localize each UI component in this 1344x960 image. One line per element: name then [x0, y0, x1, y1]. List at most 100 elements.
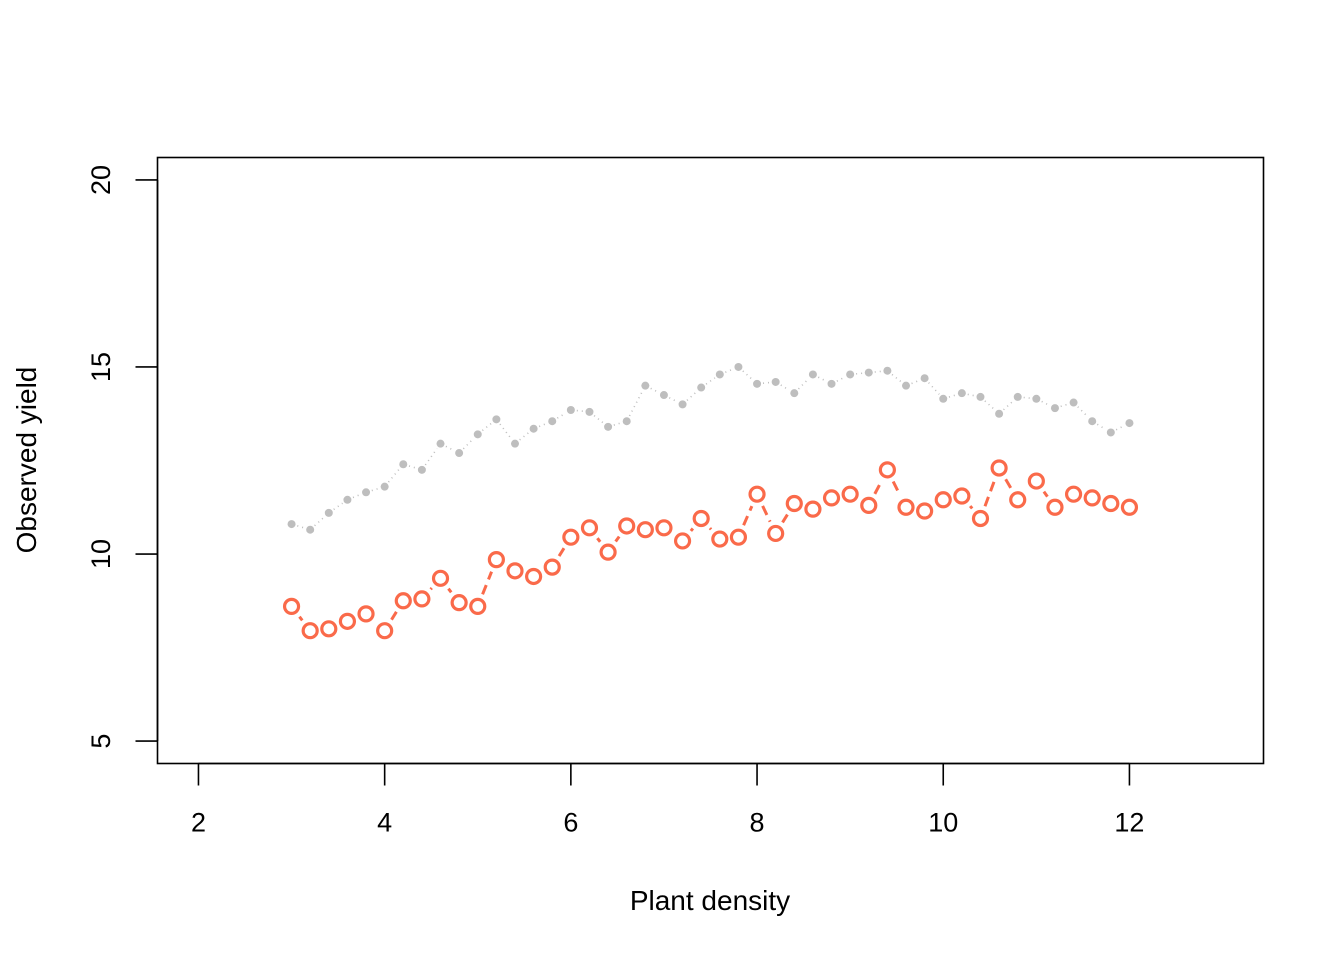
series-0-segment — [725, 368, 734, 373]
series-0-point — [362, 488, 371, 497]
series-0-segment — [686, 390, 698, 401]
series-1-point — [916, 502, 934, 520]
series-0-segment — [538, 422, 547, 428]
series-0-segment — [928, 382, 940, 395]
series-0-point — [808, 370, 817, 379]
series-0-segment — [387, 468, 401, 483]
series-0-point — [622, 417, 631, 426]
series-0-segment — [314, 516, 325, 527]
series-1-segment — [481, 571, 493, 595]
series-1-point — [506, 562, 524, 580]
series-0-segment — [668, 397, 678, 403]
x-tick-label: 4 — [377, 808, 392, 838]
series-0-point — [1032, 394, 1041, 403]
series-0-segment — [1003, 400, 1014, 411]
series-1-point — [599, 543, 617, 561]
series-0-point — [306, 525, 315, 534]
series-1-point — [971, 509, 990, 528]
series-1-point — [543, 558, 561, 576]
series-1-segment — [969, 505, 974, 510]
series-0-segment — [1060, 403, 1069, 408]
x-tick-label: 6 — [563, 808, 578, 838]
series-0-point — [1050, 404, 1059, 413]
series-1-point — [785, 494, 803, 513]
x-tick-label: 8 — [750, 808, 765, 838]
series-1 — [282, 459, 1139, 640]
series-0-segment — [519, 431, 530, 441]
series-0-point — [902, 381, 911, 390]
series-1-point — [413, 590, 431, 608]
series-0-segment — [1023, 396, 1031, 399]
series-0-point — [976, 392, 985, 401]
y-tick-label: 5 — [86, 734, 116, 749]
x-axis: 2 4 6 8 10 12 — [191, 762, 1144, 838]
series-1-point — [1102, 494, 1120, 513]
series-1-point — [282, 597, 301, 615]
series-0-segment — [762, 381, 770, 385]
series-1-point — [487, 551, 505, 569]
series-0-point — [734, 362, 743, 371]
series-0-point — [920, 374, 929, 383]
series-0-segment — [984, 400, 996, 411]
y-axis-label: Observed yield — [11, 367, 42, 554]
series-0-segment — [948, 394, 957, 398]
series-1-point — [692, 509, 710, 528]
series-1-segment — [689, 527, 695, 532]
series-0-point — [883, 366, 892, 375]
series-1-point — [953, 487, 971, 505]
plot-frame — [156, 156, 1265, 765]
series-1-point — [618, 517, 636, 535]
series-0-point — [697, 383, 706, 392]
series-1-point — [320, 620, 338, 638]
series-0-point — [510, 439, 519, 448]
series-0-segment — [424, 448, 438, 466]
series-0-segment — [1096, 423, 1107, 431]
series-1-point — [729, 528, 748, 546]
series-0-segment — [297, 525, 305, 529]
series-0-segment — [911, 379, 920, 385]
series-0-segment — [628, 390, 644, 417]
series-0-segment — [462, 438, 475, 450]
series-0-segment — [742, 370, 754, 381]
series-0-segment — [650, 387, 659, 394]
series-1-point — [562, 528, 580, 546]
series-0-segment — [371, 487, 380, 492]
y-tick-label: 20 — [86, 165, 116, 195]
series-1-point — [934, 491, 952, 509]
series-0-segment — [780, 384, 790, 391]
series-1-point — [450, 594, 468, 612]
series-1-segment — [390, 611, 398, 621]
series-0-segment — [1077, 406, 1089, 418]
series-1-point — [580, 519, 599, 537]
series-0-point — [957, 389, 966, 398]
series-1-point — [636, 521, 654, 539]
series-0-point — [1069, 398, 1078, 407]
y-tick-label: 10 — [86, 539, 116, 569]
series-0-point — [287, 520, 296, 529]
series-1-point — [878, 461, 896, 479]
series-1-segment — [429, 586, 433, 591]
series-0 — [287, 362, 1134, 534]
series-0-segment — [576, 409, 584, 413]
series-0-segment — [705, 377, 716, 385]
series-0-segment — [445, 445, 455, 452]
y-tick-label: 15 — [86, 352, 116, 382]
series-1-point — [376, 622, 394, 640]
series-0-segment — [556, 412, 567, 419]
series-0-point — [939, 394, 948, 403]
series-0-point — [548, 417, 557, 426]
y-axis: 5 10 15 20 — [86, 165, 159, 749]
series-0-segment — [836, 376, 846, 382]
series-1-point — [711, 530, 729, 548]
series-1-segment — [761, 505, 772, 523]
series-0-point — [473, 430, 482, 439]
series-0-point — [827, 379, 836, 388]
series-1-point — [804, 500, 822, 518]
series-1-point — [1064, 485, 1083, 503]
series-1-segment — [873, 480, 883, 495]
series-0-point — [753, 379, 762, 388]
series-0-point — [771, 377, 780, 386]
series-1-point — [655, 519, 673, 537]
series-1-point — [897, 498, 915, 516]
